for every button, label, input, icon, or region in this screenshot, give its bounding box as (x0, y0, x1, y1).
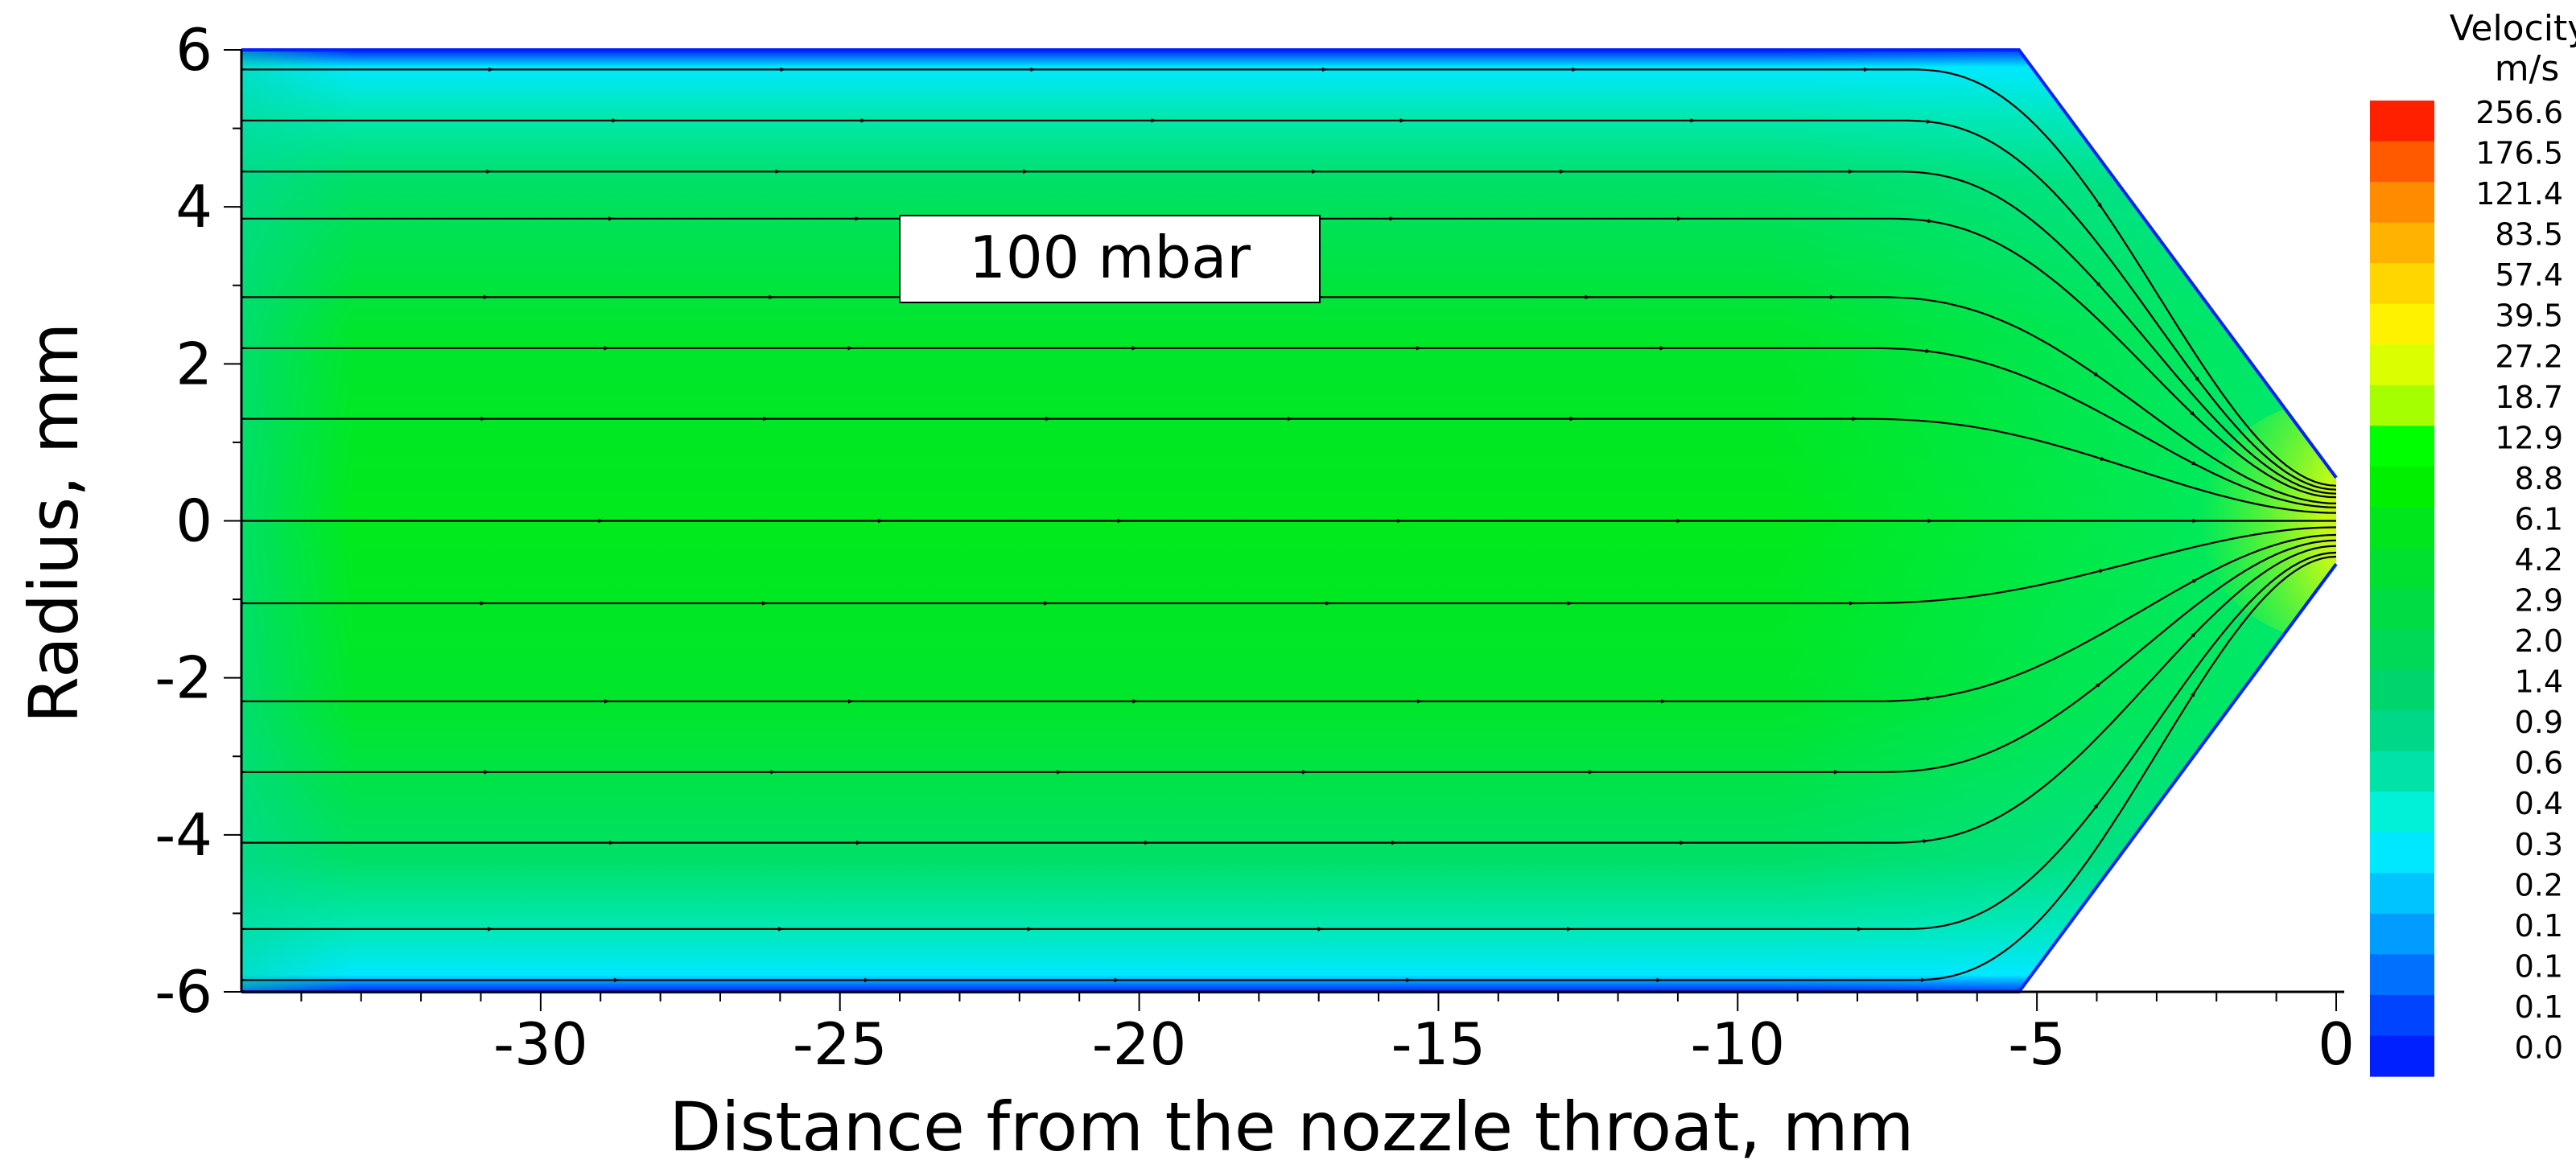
y-tick-label: -4 (155, 801, 212, 869)
colorbar-level-label: 0.6 (2515, 746, 2563, 781)
x-tick-label: -10 (1690, 1010, 1785, 1078)
colorbar-level-label: 0.3 (2515, 827, 2563, 862)
colorbar-level-label: 0.1 (2515, 948, 2563, 984)
colorbar-bin (2370, 466, 2434, 508)
colorbar-bin (2370, 303, 2434, 345)
x-tick-label: -25 (793, 1010, 888, 1078)
colorbar-level-label: 0.9 (2515, 705, 2563, 740)
colorbar-level-label: 2.9 (2515, 583, 2563, 619)
streamline (241, 539, 2337, 773)
x-tick-label: 0 (2318, 1010, 2355, 1078)
colorbar-level-label: 12.9 (2495, 420, 2563, 455)
colorbar-level-label: 176.5 (2475, 136, 2563, 171)
plot-area (241, 48, 2338, 993)
colorbar-labels: 256.6 176.5 121.4 83.5 57.4 39.5 27.2 18.7 12.9 8… (2475, 95, 2563, 1066)
x-tick-label: -30 (493, 1010, 588, 1078)
annotation-text: 100 mbar (969, 224, 1251, 291)
y-tick-label: -6 (155, 958, 212, 1026)
x-tick-label: -20 (1092, 1010, 1187, 1078)
colorbar-bin (2370, 751, 2434, 792)
colorbar-level-label: 8.8 (2515, 461, 2563, 496)
colorbar-level-label: 18.7 (2495, 380, 2563, 415)
colorbar-bin (2370, 832, 2434, 874)
y-tick-label: 2 (175, 330, 212, 397)
streamline (241, 171, 2337, 495)
streamline (241, 545, 2337, 844)
colorbar-level-label: 83.5 (2495, 217, 2563, 253)
colorbar-bin (2370, 101, 2434, 142)
colorbar-bin (2370, 669, 2434, 711)
colorbar-bin (2370, 954, 2434, 996)
colorbar-bin (2370, 873, 2434, 915)
streamline (241, 119, 2337, 491)
colorbar-bin (2370, 222, 2434, 264)
colorbar-bin (2370, 344, 2434, 386)
colorbar-level-label: 27.2 (2495, 339, 2563, 374)
y-tick-label: 0 (175, 487, 212, 555)
colorbar-bin (2370, 385, 2434, 426)
colorbar-level-label: 0.4 (2515, 786, 2563, 821)
colorbar-title: Velocity (2450, 8, 2576, 49)
streamline (241, 417, 2337, 514)
x-axis-title: Distance from the nozzle throat, mm (670, 1088, 1914, 1166)
streamlines (241, 67, 2337, 983)
y-tick-label: 4 (175, 173, 212, 241)
colorbar-bin (2370, 182, 2434, 224)
streamline (241, 555, 2337, 981)
colorbar-level-label: 0.0 (2515, 1030, 2563, 1066)
colorbar-level-label: 1.4 (2515, 664, 2563, 700)
colorbar-level-label: 0.2 (2515, 867, 2563, 903)
colorbar-bin (2370, 263, 2434, 305)
colorbar-bin (2370, 913, 2434, 955)
colorbar-level-label: 0.1 (2515, 989, 2563, 1025)
colorbar-level-label: 4.2 (2515, 542, 2563, 578)
colorbar-bin (2370, 507, 2434, 549)
colorbar-bin (2370, 710, 2434, 752)
y-axis-title: Radius, mm (14, 323, 93, 724)
colorbar-level-label: 121.4 (2475, 176, 2563, 212)
colorbar-bin (2370, 994, 2434, 1037)
colorbar-bin (2370, 588, 2434, 630)
streamline (241, 526, 2337, 605)
colorbar-bin (2370, 629, 2434, 671)
streamline (241, 347, 2337, 508)
colorbar-unit: m/s (2495, 48, 2560, 89)
colorbar-scale (2370, 101, 2434, 1077)
colorbar-level-label: 6.1 (2515, 501, 2563, 537)
colorbar-bin (2370, 547, 2434, 590)
colorbar-bin (2370, 792, 2434, 833)
colorbar-level-label: 256.6 (2475, 95, 2563, 130)
colorbar-level-label: 39.5 (2495, 298, 2563, 334)
colorbar-bin (2370, 141, 2434, 183)
streamline (241, 68, 2337, 487)
annotation-box: 100 mbar (899, 215, 1321, 303)
streamline (241, 533, 2337, 702)
colorbar-level-label: 57.4 (2495, 257, 2563, 293)
y-tick-label: 6 (175, 16, 212, 84)
colorbar-level-label: 0.1 (2515, 908, 2563, 944)
colorbar-level-label: 2.0 (2515, 623, 2563, 659)
colorbar: Velocity m/s 256.6 176.5 121.4 83.5 57.4 39.5… (2370, 8, 2576, 1077)
colorbar-bin (2370, 426, 2434, 467)
streamline (241, 551, 2337, 930)
colorbar-bin (2370, 1035, 2434, 1077)
y-tick-label: -2 (155, 644, 212, 712)
x-tick-label: -15 (1391, 1010, 1486, 1078)
x-tick-label: -5 (2008, 1010, 2066, 1078)
